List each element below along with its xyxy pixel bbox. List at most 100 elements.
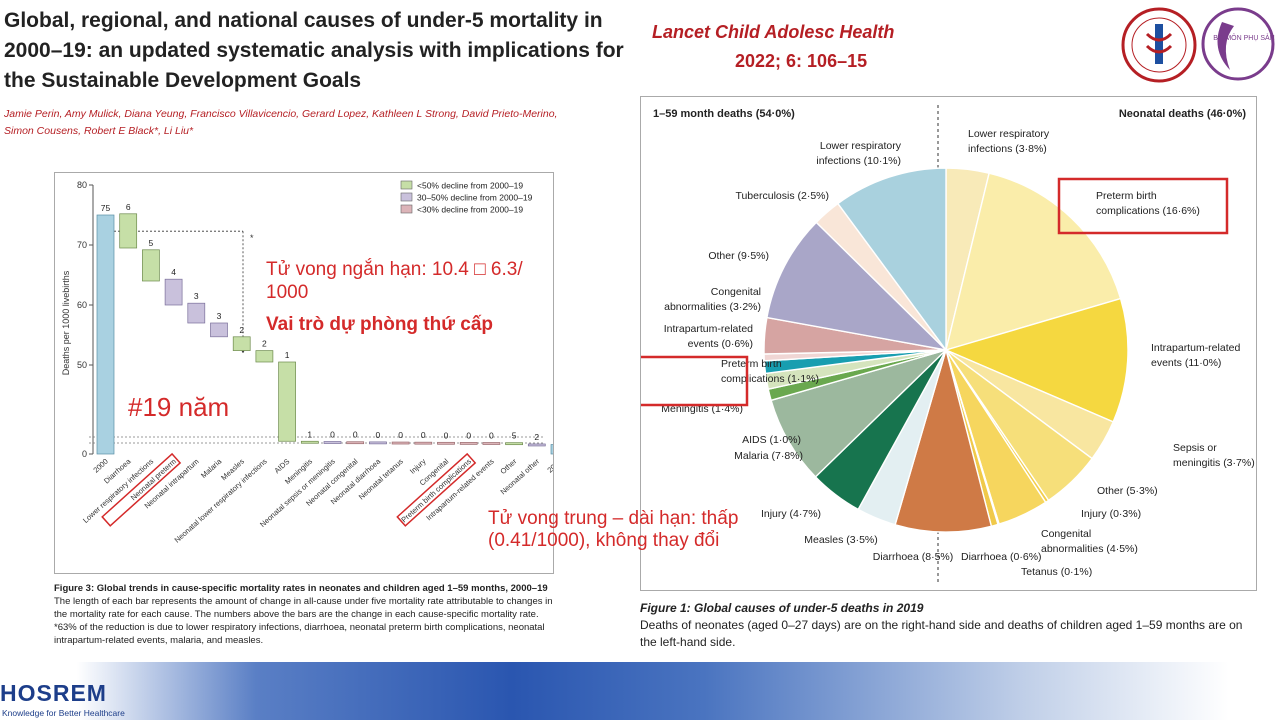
bar-label: 0 — [376, 430, 381, 440]
highlight-box — [396, 452, 477, 527]
citation: 2022; 6: 106–15 — [735, 51, 868, 71]
journal-name: Lancet Child Adolesc Health — [652, 22, 895, 42]
figure1-caption-body: Deaths of neonates (aged 0–27 days) are … — [640, 618, 1243, 649]
legend-swatch — [400, 204, 413, 214]
pie-slice — [766, 221, 949, 352]
slice-label: Congenital abnormalities (3·2%) — [664, 286, 761, 313]
figure3-caption-title: Figure 3: Global trends in cause-specifi… — [54, 583, 548, 594]
slice-label: Lower respiratory infections (3·8%) — [968, 128, 1050, 155]
y-tick-label: 0 — [82, 449, 87, 459]
bar-label: 0 — [353, 430, 358, 440]
slice-label: Diarrhoea (0·6%) — [961, 551, 1042, 563]
bar-label: 6 — [126, 202, 131, 212]
slice-label: Sepsis or meningitis (3·7%) — [1173, 442, 1255, 469]
legend-label: 30–50% decline from 2000–19 — [417, 193, 533, 203]
bar-label: 0 — [398, 430, 403, 440]
pie-slice — [945, 172, 1122, 352]
x-tick-label: 2000 — [91, 457, 109, 475]
bar — [210, 322, 228, 338]
legend-swatch — [400, 180, 413, 190]
logo-text: BỘ MÔN PHỤ SẢN — [1213, 33, 1274, 42]
bar-label: 3 — [217, 311, 222, 321]
bar — [459, 442, 478, 445]
bar — [482, 442, 501, 445]
figure1-caption: Figure 1: Global causes of under-5 death… — [640, 600, 1260, 651]
slice-label: Measles (3·5%) — [804, 534, 878, 546]
pie-slice — [894, 347, 993, 533]
slice-label: Other (9·5%) — [708, 250, 769, 262]
bar — [437, 441, 455, 445]
bar — [505, 442, 523, 446]
bar — [527, 443, 546, 447]
bar — [323, 441, 342, 444]
bar — [187, 302, 206, 324]
bar — [232, 336, 251, 351]
y-tick-label: 80 — [77, 180, 87, 190]
slice-label: Other (5·3%) — [1097, 485, 1158, 497]
bar — [278, 361, 296, 442]
bar — [346, 441, 365, 445]
slice-label: Diarrhoea (8·5%) — [873, 551, 954, 563]
bar-label: 0 — [444, 430, 449, 440]
slice-label: Intrapartum-related events (0·6%) — [664, 323, 753, 350]
asterisk-mark: * — [250, 233, 254, 243]
bar — [255, 350, 274, 363]
bar-label: 0 — [489, 431, 494, 441]
bar-label: 0 — [421, 430, 426, 440]
bar-label: 2 — [239, 325, 244, 335]
figure3-caption-body: The length of each bar represents the am… — [54, 596, 553, 646]
y-tick-label: 50 — [77, 360, 87, 370]
slice-label: Intrapartum-related events (11·0%) — [1151, 342, 1240, 369]
bar-label: 75 — [101, 203, 111, 213]
slice-label: Lower respiratory infections (10·1%) — [816, 140, 901, 167]
y-tick-label: 60 — [77, 300, 87, 310]
x-tick-label: 2019 — [545, 457, 554, 475]
legend-swatch — [400, 192, 413, 202]
pie-slice — [836, 167, 947, 353]
slice-label: Preterm birth complications (16·6%) — [1096, 190, 1200, 217]
slice-label: Injury (4·7%) — [761, 508, 821, 520]
bar-label: 5 — [512, 431, 517, 441]
slice-label: Congenital abnormalities (4·5%) — [1041, 528, 1138, 555]
bar — [164, 278, 183, 306]
x-tick-label: Injury — [408, 457, 428, 476]
annotation-short-term: Tử vong ngắn hạn: 10.4 □ 6.3/ 1000 — [266, 259, 523, 303]
bar — [96, 214, 115, 455]
bar-label: 3 — [194, 291, 199, 301]
highlight-box — [641, 355, 749, 407]
annotation-years: #19 năm — [128, 392, 230, 422]
bar-label: 1 — [307, 429, 312, 439]
bar — [391, 441, 410, 445]
y-tick-label: 70 — [77, 240, 87, 250]
slice-label: Injury (0·3%) — [1081, 508, 1141, 520]
highlight-box — [101, 452, 182, 527]
legend-label: <50% decline from 2000–19 — [417, 181, 523, 191]
bar-label: 5 — [149, 238, 154, 248]
y-axis-label: Deaths per 1000 livebirths — [61, 270, 71, 375]
left-panel-title: 1–59 month deaths (54·0%) — [653, 108, 795, 120]
x-tick-label: AIDS — [272, 457, 291, 475]
annotation-mid-long-term: Tử vong trung – dài hạn: thấp (0.41/1000… — [488, 508, 739, 551]
slice-label: Tuberculosis (2·5%) — [735, 190, 829, 202]
university-seal-icon — [1121, 7, 1197, 83]
bar — [369, 441, 387, 445]
footer-logo: HOSREM — [0, 680, 107, 706]
bar — [142, 249, 160, 282]
bar — [119, 213, 138, 249]
footer-band — [0, 662, 1280, 720]
author-list: Jamie Perin, Amy Mulick, Diana Yeung, Fr… — [4, 108, 558, 137]
legend-label: <30% decline from 2000–19 — [417, 205, 523, 215]
slice-label: Tetanus (0·1%) — [1021, 566, 1092, 578]
pie-slice — [943, 297, 1129, 423]
obstetrics-logo-icon: BỘ MÔN PHỤ SẢN — [1201, 7, 1275, 81]
page-title: Global, regional, and national causes of… — [4, 9, 624, 92]
highlight-box — [1057, 177, 1229, 235]
slice-label: AIDS (1·0%) — [742, 434, 801, 446]
bar-label: 1 — [285, 350, 290, 360]
bar — [300, 440, 319, 444]
footer-tagline: Knowledge for Better Healthcare — [2, 708, 125, 718]
slice-label: Malaria (7·8%) — [734, 450, 803, 462]
bar — [414, 441, 433, 445]
figure3-caption: Figure 3: Global trends in cause-specifi… — [54, 582, 554, 647]
